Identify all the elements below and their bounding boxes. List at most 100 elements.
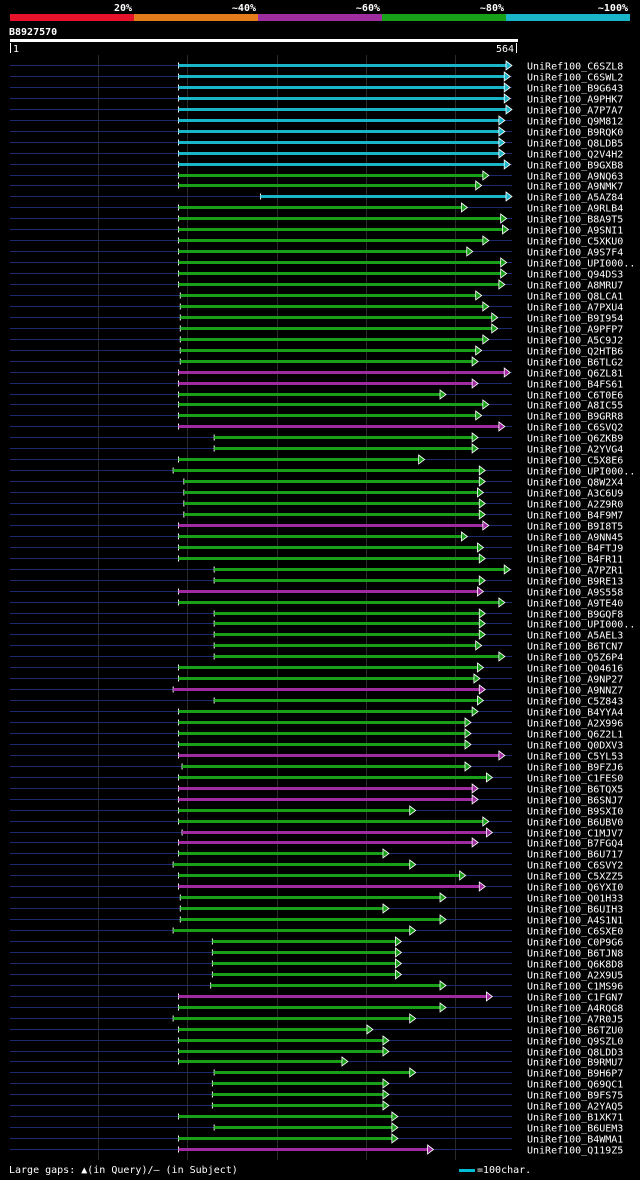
hit-label[interactable]: UniRef100_Q119Z5 bbox=[527, 1146, 623, 1157]
hit-label[interactable]: UniRef100_Q01H33 bbox=[527, 894, 623, 905]
hit-label[interactable]: UniRef100_Q2V4H2 bbox=[527, 150, 623, 161]
hit-label[interactable]: UniRef100_A9RLB4 bbox=[527, 204, 623, 215]
hit-label[interactable]: UniRef100_A2X9U5 bbox=[527, 971, 623, 982]
hit-label[interactable]: UniRef100_A4S1N1 bbox=[527, 916, 623, 927]
hit-label[interactable]: UniRef100_B9I954 bbox=[527, 314, 623, 325]
hit-label[interactable]: UniRef100_C6SVY2 bbox=[527, 861, 623, 872]
hit-label[interactable]: UniRef100_B4FTJ9 bbox=[527, 544, 623, 555]
hit-label[interactable]: UniRef100_A7PXU4 bbox=[527, 303, 623, 314]
hit-label[interactable]: UniRef100_B6UEM3 bbox=[527, 1124, 623, 1135]
hit-label[interactable]: UniRef100_B9GXB8 bbox=[527, 161, 623, 172]
hit-label[interactable]: UniRef100_A2X996 bbox=[527, 719, 623, 730]
hit-label[interactable]: UniRef100_B4FS61 bbox=[527, 380, 623, 391]
hit-label[interactable]: UniRef100_B9RE13 bbox=[527, 577, 623, 588]
hit-label[interactable]: UniRef100_A7PZR1 bbox=[527, 566, 623, 577]
hit-label[interactable]: UniRef100_A9SNI1 bbox=[527, 226, 623, 237]
hit-label[interactable]: UniRef100_B6TZU0 bbox=[527, 1026, 623, 1037]
hit-label[interactable]: UniRef100_Q6K8D8 bbox=[527, 960, 623, 971]
hit-label[interactable]: UniRef100_A9NNZ7 bbox=[527, 686, 623, 697]
hit-label[interactable]: UniRef100_A5AZ84 bbox=[527, 193, 623, 204]
hit-label[interactable]: UniRef100_A7R0J5 bbox=[527, 1015, 623, 1026]
hit-label[interactable]: UniRef100_A9NQ63 bbox=[527, 172, 623, 183]
hit-label[interactable]: UniRef100_B9SXI0 bbox=[527, 807, 623, 818]
hit-label[interactable]: UniRef100_A2YVG4 bbox=[527, 445, 623, 456]
hit-label[interactable]: UniRef100_A5C9J2 bbox=[527, 336, 623, 347]
hit-label[interactable]: UniRef100_Q69QC1 bbox=[527, 1080, 623, 1091]
hit-label[interactable]: UniRef100_B4FR11 bbox=[527, 555, 623, 566]
hit-label[interactable]: UniRef100_A4RQG8 bbox=[527, 1004, 623, 1015]
hit-label[interactable]: UniRef100_Q0DXV3 bbox=[527, 741, 623, 752]
hit-label[interactable]: UniRef100_Q2HTB6 bbox=[527, 347, 623, 358]
hit-label[interactable]: UniRef100_B4F9M7 bbox=[527, 511, 623, 522]
hit-label[interactable]: UniRef100_C1MJV7 bbox=[527, 829, 623, 840]
hit-label[interactable]: UniRef100_B6TJN8 bbox=[527, 949, 623, 960]
hit-label[interactable]: UniRef100_B9RMU7 bbox=[527, 1058, 623, 1069]
hit-label[interactable]: UniRef100_A8IC55 bbox=[527, 401, 623, 412]
hit-label[interactable]: UniRef100_C5XZZ5 bbox=[527, 872, 623, 883]
hit-label[interactable]: UniRef100_Q9M812 bbox=[527, 117, 623, 128]
hit-label[interactable]: UniRef100_Q8LCA1 bbox=[527, 292, 623, 303]
hit-label[interactable]: UniRef100_A9NP27 bbox=[527, 675, 623, 686]
hit-label[interactable]: UniRef100_B6UBV0 bbox=[527, 818, 623, 829]
hit-label[interactable]: UniRef100_C6SWL2 bbox=[527, 73, 623, 84]
hit-label[interactable]: UniRef100_A7P7A7 bbox=[527, 106, 623, 117]
hit-label[interactable]: UniRef100_B9G643 bbox=[527, 84, 623, 95]
hit-label[interactable]: UniRef100_B6SNJ7 bbox=[527, 796, 623, 807]
hit-label[interactable]: UniRef100_B9FZJ6 bbox=[527, 763, 623, 774]
hit-label[interactable]: UniRef100_B6TCN7 bbox=[527, 642, 623, 653]
hit-label[interactable]: UniRef100_A3C6U9 bbox=[527, 489, 623, 500]
hit-label[interactable]: UniRef100_A9NMK7 bbox=[527, 182, 623, 193]
hit-label[interactable]: UniRef100_UPI000.. bbox=[527, 259, 635, 270]
hit-label[interactable]: UniRef100_A8MRU7 bbox=[527, 281, 623, 292]
hit-label[interactable]: UniRef100_UPI000.. bbox=[527, 467, 635, 478]
hit-label[interactable]: UniRef100_A9PHK7 bbox=[527, 95, 623, 106]
hit-label[interactable]: UniRef100_Q04616 bbox=[527, 664, 623, 675]
hit-label[interactable]: UniRef100_B9GRR8 bbox=[527, 412, 623, 423]
hit-label[interactable]: UniRef100_A9S7F4 bbox=[527, 248, 623, 259]
hit-label[interactable]: UniRef100_A2YAQ5 bbox=[527, 1102, 623, 1113]
hit-label[interactable]: UniRef100_C1FES0 bbox=[527, 774, 623, 785]
hit-label[interactable]: UniRef100_Q6Z2L1 bbox=[527, 730, 623, 741]
hit-label[interactable]: UniRef100_Q8LDD3 bbox=[527, 1048, 623, 1059]
hit-label[interactable]: UniRef100_B9RQK0 bbox=[527, 128, 623, 139]
hit-label[interactable]: UniRef100_C6SXE0 bbox=[527, 927, 623, 938]
hit-label[interactable]: UniRef100_C6T0E6 bbox=[527, 391, 623, 402]
hit-label[interactable]: UniRef100_A9S558 bbox=[527, 588, 623, 599]
hit-label[interactable]: UniRef100_B9GQF8 bbox=[527, 610, 623, 621]
hit-label[interactable]: UniRef100_Q8LDB5 bbox=[527, 139, 623, 150]
hit-label[interactable]: UniRef100_C5YL53 bbox=[527, 752, 623, 763]
hit-label[interactable]: UniRef100_C5XKU0 bbox=[527, 237, 623, 248]
hit-label[interactable]: UniRef100_C6SZL8 bbox=[527, 62, 623, 73]
hit-label[interactable]: UniRef100_B8A9T5 bbox=[527, 215, 623, 226]
hit-label[interactable]: UniRef100_B9H6P7 bbox=[527, 1069, 623, 1080]
hit-label[interactable]: UniRef100_B4YYA4 bbox=[527, 708, 623, 719]
hit-label[interactable]: UniRef100_Q9SZL0 bbox=[527, 1037, 623, 1048]
hit-label[interactable]: UniRef100_Q6ZL81 bbox=[527, 369, 623, 380]
hit-label[interactable]: UniRef100_A5AEL3 bbox=[527, 631, 623, 642]
hit-label[interactable]: UniRef100_Q6YXI0 bbox=[527, 883, 623, 894]
hit-label[interactable]: UniRef100_C1FGN7 bbox=[527, 993, 623, 1004]
hit-label[interactable]: UniRef100_A9TE40 bbox=[527, 599, 623, 610]
hit-label[interactable]: UniRef100_A9NN45 bbox=[527, 533, 623, 544]
hit-label[interactable]: UniRef100_Q8W2X4 bbox=[527, 478, 623, 489]
hit-label[interactable]: UniRef100_UPI000.. bbox=[527, 620, 635, 631]
hit-label[interactable]: UniRef100_Q5Z6P4 bbox=[527, 653, 623, 664]
hit-label[interactable]: UniRef100_B1XK71 bbox=[527, 1113, 623, 1124]
hit-label[interactable]: UniRef100_A9PFP7 bbox=[527, 325, 623, 336]
hit-label[interactable]: UniRef100_C5X8E6 bbox=[527, 456, 623, 467]
hit-label[interactable]: UniRef100_B6U717 bbox=[527, 850, 623, 861]
hit-label[interactable]: UniRef100_B4WMA1 bbox=[527, 1135, 623, 1146]
hit-label[interactable]: UniRef100_C5Z843 bbox=[527, 697, 623, 708]
hit-label[interactable]: UniRef100_Q94DS3 bbox=[527, 270, 623, 281]
hit-label[interactable]: UniRef100_B6TLG2 bbox=[527, 358, 623, 369]
hit-label[interactable]: UniRef100_B6UIH3 bbox=[527, 905, 623, 916]
hit-label[interactable]: UniRef100_C6SVQ2 bbox=[527, 423, 623, 434]
hit-label[interactable]: UniRef100_B6TQX5 bbox=[527, 785, 623, 796]
hit-label[interactable]: UniRef100_B9I8T5 bbox=[527, 522, 623, 533]
hit-label[interactable]: UniRef100_B7FGQ4 bbox=[527, 839, 623, 850]
hit-label[interactable]: UniRef100_A2Z9R0 bbox=[527, 500, 623, 511]
hit-label[interactable]: UniRef100_B9FS75 bbox=[527, 1091, 623, 1102]
hit-label[interactable]: UniRef100_C0P9G6 bbox=[527, 938, 623, 949]
hit-label[interactable]: UniRef100_Q6ZKB9 bbox=[527, 434, 623, 445]
hit-label[interactable]: UniRef100_C1MS96 bbox=[527, 982, 623, 993]
